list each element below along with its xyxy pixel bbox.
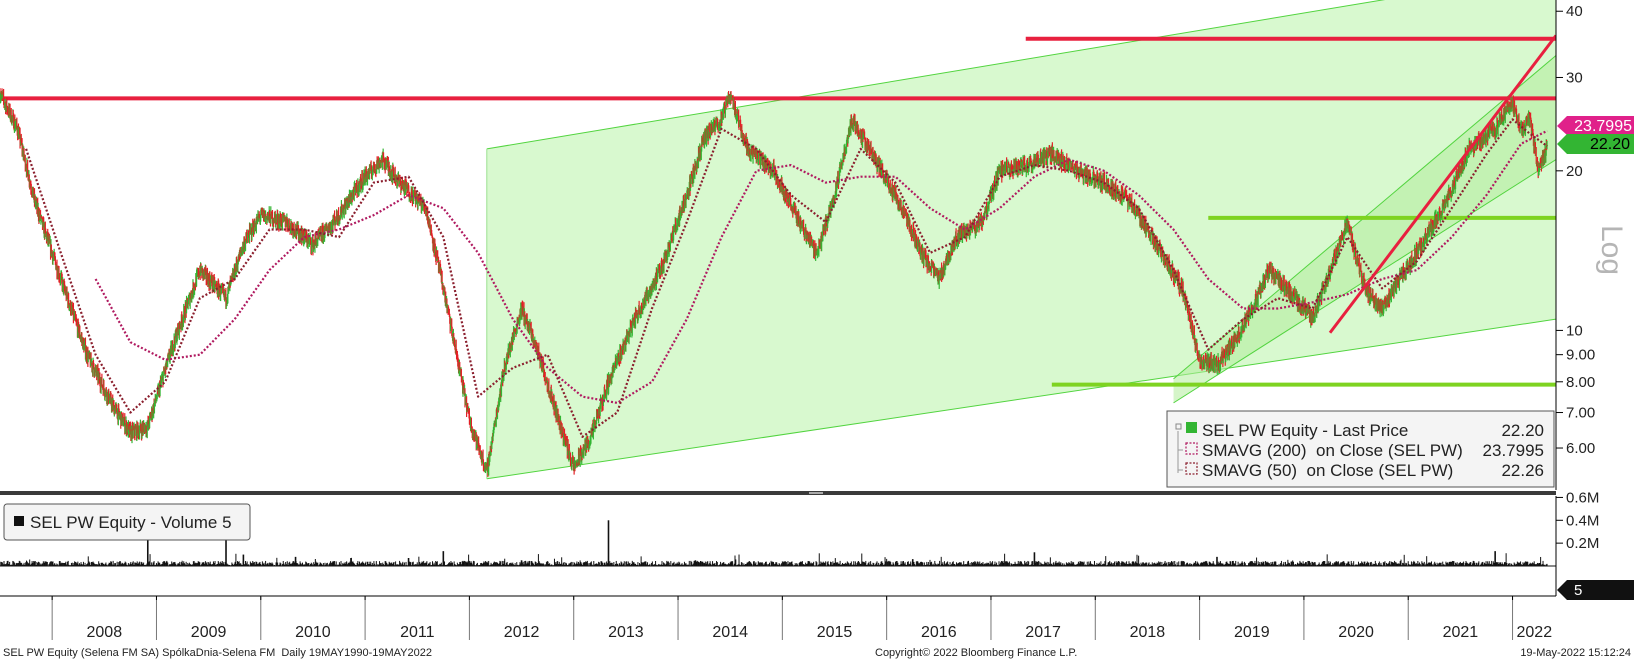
last-price-tag	[1557, 134, 1634, 154]
channel-layer	[486, 0, 1556, 480]
legend-item-last-price: SEL PW Equity - Last Price	[1202, 421, 1408, 440]
legend-box	[1166, 410, 1555, 488]
volume-panel	[0, 514, 1556, 567]
price-tick-label: 40	[1566, 3, 1583, 20]
legend-value-last-price: 22.20	[1501, 421, 1544, 440]
price-tick-label: 9.00	[1566, 347, 1595, 364]
price-tick-label: 10	[1566, 322, 1583, 339]
legend-tree-lines	[1177, 431, 1183, 473]
series-layer	[0, 88, 1548, 477]
sma50-legend-icon	[1185, 462, 1198, 475]
legend-value-sma200: 23.7995	[1483, 441, 1544, 460]
legend-value-sma50: 22.26	[1501, 461, 1544, 480]
price-tick-label: 7.00	[1566, 405, 1595, 422]
red-support-trendline	[1328, 34, 1556, 334]
volume-bars	[0, 514, 1556, 567]
price-legend: SEL PW Equity - Last Price 22.20 SMAVG (…	[1166, 410, 1555, 488]
panel-divider-grip[interactable]	[809, 492, 823, 494]
channel-lower-edge-1	[486, 318, 1556, 480]
last-price-labels: 23.7995 22.20	[1557, 116, 1634, 154]
sma200-line	[94, 129, 1548, 404]
legend-collapse-icon[interactable]	[1175, 423, 1182, 430]
price-tick-label: 30	[1566, 69, 1583, 86]
price-tick-label: 8.00	[1566, 374, 1595, 391]
log-scale-label: Log	[1595, 225, 1628, 275]
trend-channel-1	[486, 0, 1556, 479]
sma200-legend-icon	[1185, 442, 1198, 455]
sma200-price-tag-label: 23.7995	[1574, 118, 1632, 135]
sma50-line	[25, 118, 1548, 438]
price-y-axis: 40 30 20 10 9.00 8.00 7.00 6.00	[1556, 3, 1595, 457]
panel-divider[interactable]	[0, 491, 1556, 495]
trendline-layer	[1328, 34, 1556, 334]
last-price-legend-icon	[1186, 422, 1197, 433]
legend-item-sma50: SMAVG (50) on Close (SEL PW)	[1202, 461, 1453, 480]
channel-upper-edge-1	[486, 0, 1386, 150]
price-panel	[0, 0, 1556, 480]
price-tick-label: 6.00	[1566, 440, 1595, 457]
sma200-price-tag	[1557, 116, 1634, 135]
last-price-tag-label: 22.20	[1590, 136, 1630, 153]
horizontal-lines-layer	[0, 36, 1556, 387]
price-tick-label: 20	[1566, 163, 1583, 180]
trend-channel-2	[1173, 55, 1556, 403]
legend-item-sma200: SMAVG (200) on Close (SEL PW)	[1202, 441, 1463, 460]
